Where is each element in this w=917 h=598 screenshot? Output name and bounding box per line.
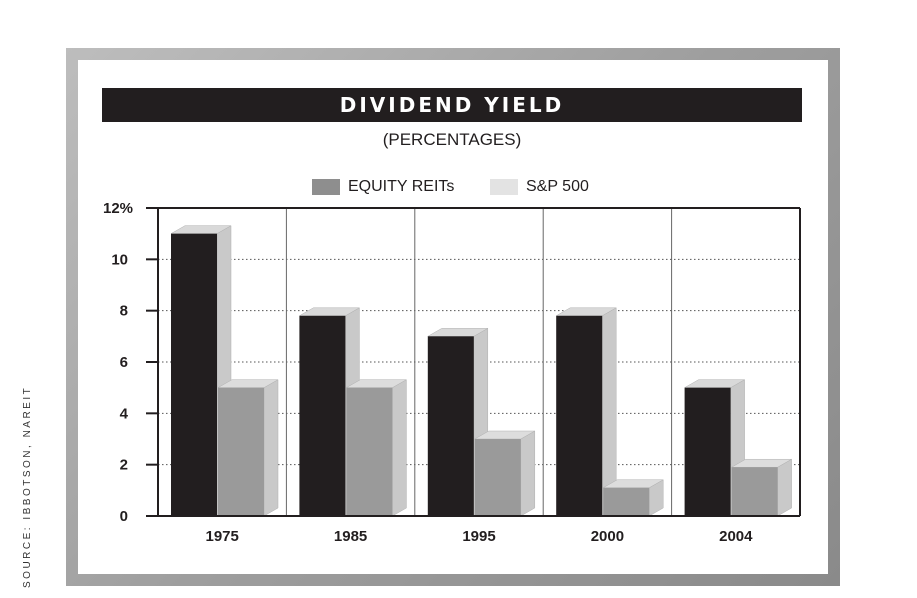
- bar-equity-reits-1975: [171, 233, 217, 516]
- y-tick-label: 6: [120, 354, 128, 371]
- legend-swatch-sp500: [490, 179, 518, 195]
- bar-sp500-2000: [603, 487, 650, 516]
- bar-sp500-1975: [218, 387, 264, 516]
- bar-equity-reits-2000: [556, 315, 603, 516]
- bar-equity-reits-2004: [684, 387, 731, 516]
- y-tick-label: 10: [111, 251, 128, 268]
- source-note: SOURCE: IBBOTSON, NAREIT: [22, 385, 33, 588]
- y-tick-label: 0: [120, 508, 128, 525]
- x-tick-label: 1985: [334, 528, 367, 545]
- y-tick-label: 2: [120, 457, 128, 474]
- y-tick-label: 8: [120, 303, 128, 320]
- legend-item-equity-reits: EQUITY REITs: [312, 175, 454, 199]
- chart-subtitle: (PERCENTAGES): [382, 130, 522, 149]
- y-tick-label: 4: [120, 405, 129, 422]
- x-tick-label: 2000: [591, 528, 624, 545]
- legend-label-equity-reits: EQUITY REITs: [348, 178, 455, 195]
- legend: EQUITY REITs S&P 500: [0, 175, 917, 199]
- bar-equity-reits-1995: [427, 336, 474, 516]
- y-tick-label: 12%: [103, 200, 133, 217]
- legend-swatch-equity-reits: [312, 179, 340, 195]
- bar-sp500-2004-side: [777, 458, 792, 517]
- bar-sp500-1985: [346, 387, 393, 516]
- bar-sp500-1975-side: [263, 379, 279, 517]
- x-tick-label: 1995: [462, 528, 495, 545]
- bar-sp500-1995: [474, 439, 521, 516]
- x-tick-label: 1975: [206, 528, 239, 545]
- legend-label-sp500: S&P 500: [526, 178, 589, 195]
- bar-sp500-1995-side: [520, 430, 536, 517]
- chart-title: DIVIDEND YIELD: [102, 88, 802, 122]
- bar-equity-reits-1985: [299, 315, 346, 516]
- bar-sp500-2004: [731, 467, 778, 516]
- bar-sp500-1985-side: [392, 379, 407, 517]
- legend-item-sp500: S&P 500: [490, 175, 589, 199]
- x-tick-label: 2004: [719, 528, 753, 545]
